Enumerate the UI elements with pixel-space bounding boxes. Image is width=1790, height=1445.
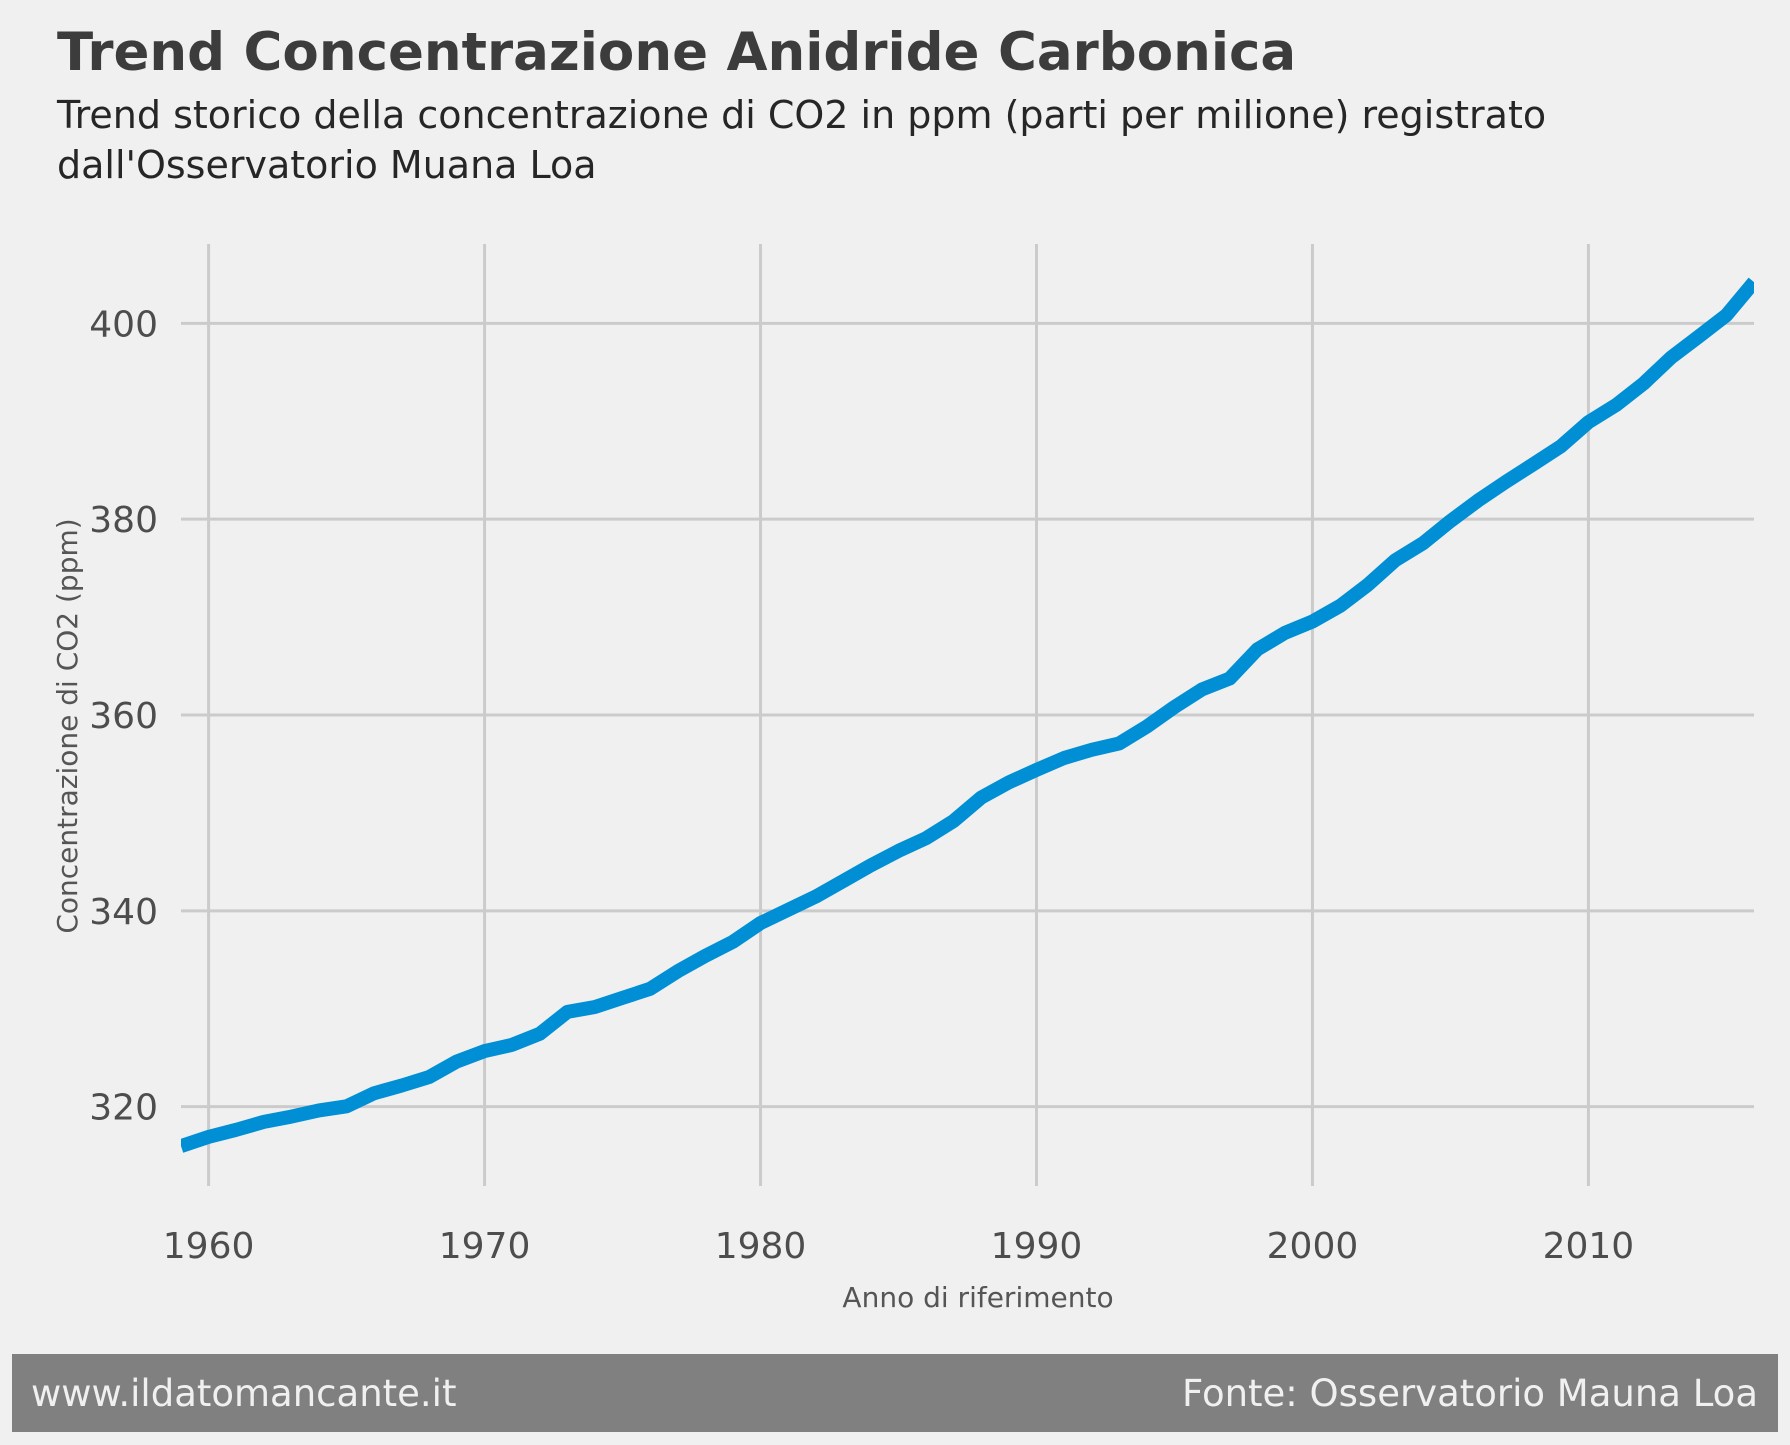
footer-source: Fonte: Osservatorio Mauna Loa	[1181, 1372, 1758, 1415]
y-tick-label: 320	[89, 1088, 158, 1129]
x-tick-label: 1980	[715, 1226, 807, 1267]
y-tick-label: 340	[89, 892, 158, 933]
footer-website: www.ildatomancante.it	[31, 1372, 457, 1415]
grid-lines	[181, 244, 1754, 1186]
chart-title: Trend Concentrazione Anidride Carbonica	[57, 22, 1297, 83]
x-tick-label: 1960	[163, 1226, 255, 1267]
y-tick-label: 380	[89, 500, 158, 541]
x-tick-label: 2010	[1543, 1226, 1635, 1267]
y-tick-label: 400	[89, 304, 158, 345]
co2-series-line	[181, 277, 1754, 1153]
x-axis-label: Anno di riferimento	[842, 1281, 1113, 1314]
x-tick-label: 1970	[439, 1226, 531, 1267]
x-tick-label: 1990	[991, 1226, 1083, 1267]
series-layer	[181, 277, 1754, 1153]
chart-subtitle: Trend storico della concentrazione di CO…	[57, 93, 1547, 187]
x-tick-label: 2000	[1267, 1226, 1359, 1267]
footer-bar: www.ildatomancante.it Fonte: Osservatori…	[12, 1354, 1778, 1432]
y-tick-label: 360	[89, 696, 158, 737]
y-axis-label: Concentrazione di CO2 (ppm)	[51, 518, 84, 933]
tick-labels: 1960 1970 1980 1990 2000 2010 320 340 360 380 400	[89, 304, 1634, 1267]
